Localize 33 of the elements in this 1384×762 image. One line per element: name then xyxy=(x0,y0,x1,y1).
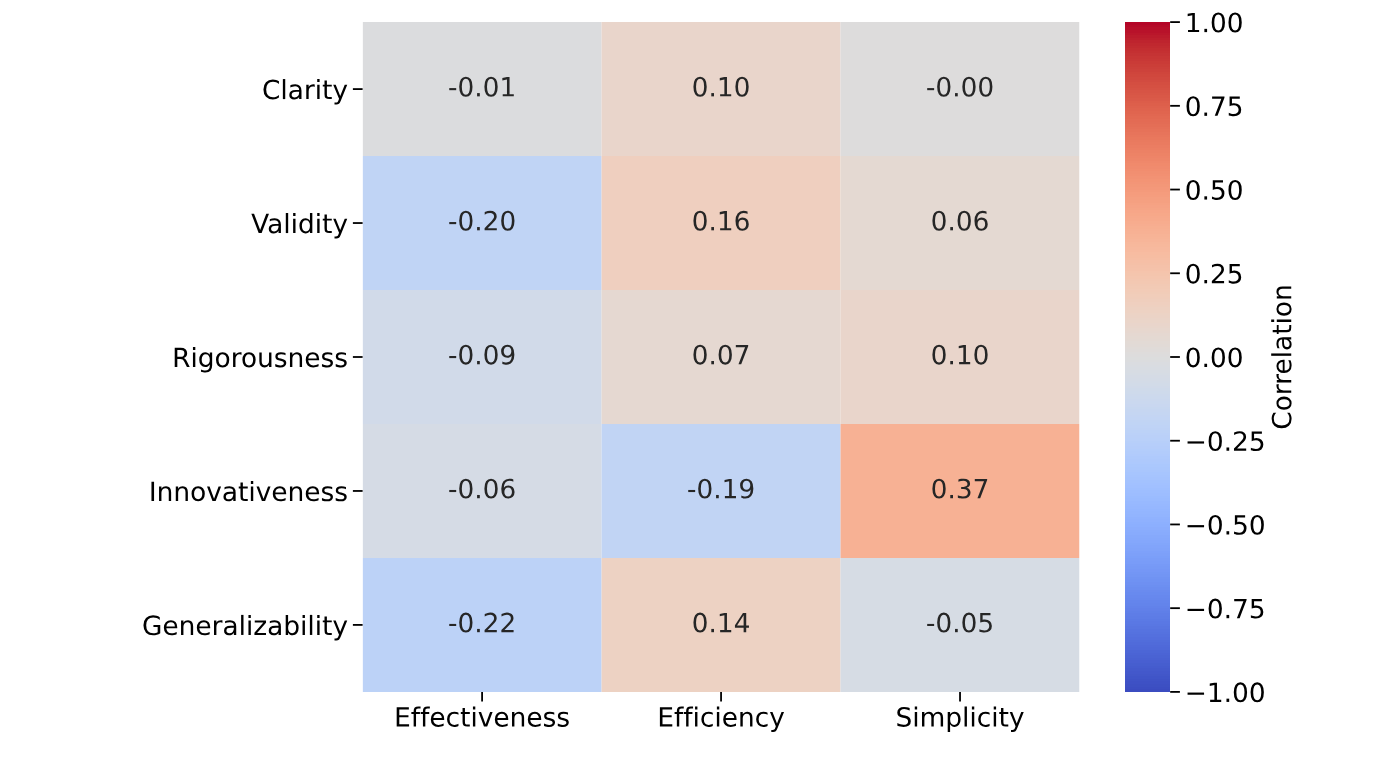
color-bar-label: 0.25 xyxy=(1186,263,1242,284)
data-label: -0.22 xyxy=(449,612,514,633)
data-label: 0.07 xyxy=(693,344,749,365)
data-label: 0.14 xyxy=(693,612,749,633)
data-label: -0.00 xyxy=(927,76,993,97)
color-bar-label: −0.75 xyxy=(1187,598,1264,619)
data-label: 0.10 xyxy=(932,344,988,365)
y-tick-label: Rigorousness xyxy=(174,346,347,373)
color-bar-label: 0.50 xyxy=(1186,179,1242,200)
data-label: -0.20 xyxy=(449,210,515,231)
x-tick-label: Effectiveness xyxy=(396,706,569,727)
color-bar-label: 0.75 xyxy=(1186,96,1242,117)
color-bar-label: 0.00 xyxy=(1186,347,1242,368)
x-tick-label: Efficiency xyxy=(659,706,785,733)
y-tick-label: Generalizability xyxy=(143,614,348,641)
data-label: -0.01 xyxy=(449,76,514,97)
color-bar-label: −0.25 xyxy=(1187,431,1264,452)
color-bar-label: −1.00 xyxy=(1187,682,1264,703)
color-bar-label: 1.00 xyxy=(1187,12,1242,33)
data-label: -0.19 xyxy=(688,478,754,499)
y-tick-label: Clarity xyxy=(263,79,348,105)
y-tick-label: Validity xyxy=(251,213,348,239)
color-bar-label: −0.50 xyxy=(1187,514,1264,535)
data-label: 0.10 xyxy=(693,76,749,97)
data-label: -0.09 xyxy=(449,344,515,365)
data-label: 0.06 xyxy=(932,210,988,231)
color-bar-title: Correlation xyxy=(1271,286,1292,429)
x-tick-label: Simplicity xyxy=(897,706,1024,733)
data-label: 0.37 xyxy=(932,478,988,499)
data-label: 0.16 xyxy=(693,210,749,231)
data-label: -0.05 xyxy=(927,612,992,633)
y-tick-label: Innovativeness xyxy=(151,480,347,502)
data-label: -0.06 xyxy=(449,478,515,499)
